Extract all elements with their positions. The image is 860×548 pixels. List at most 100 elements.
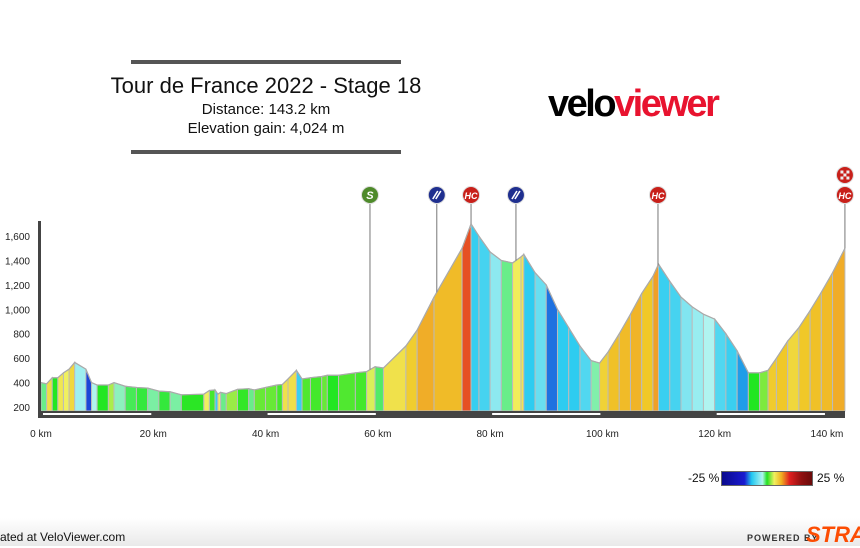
x-tick-label: 0 km	[30, 429, 52, 440]
profile-segment	[96, 384, 109, 412]
profile-segment	[489, 250, 502, 412]
profile-segment	[113, 381, 126, 412]
distance-scale-segment	[43, 413, 152, 415]
profile-segment	[568, 325, 581, 412]
y-axis	[38, 221, 41, 418]
profile-segment	[470, 222, 480, 412]
profile-segment	[736, 350, 749, 412]
y-tick-label: 1,000	[5, 305, 30, 316]
marker-label: HC	[651, 191, 664, 201]
distance-bar	[38, 411, 845, 418]
legend-min-label: -25 %	[688, 471, 720, 485]
checker-square	[846, 170, 850, 174]
profile-segment	[68, 361, 76, 412]
generated-at-link[interactable]: ated at VeloViewer.com	[0, 530, 126, 544]
profile-segment	[354, 371, 368, 412]
profile-segment	[405, 328, 418, 412]
profile-segment	[248, 388, 255, 412]
distance-scale-segment	[716, 413, 825, 415]
checker-square	[840, 170, 844, 174]
feed-zone-icon	[427, 186, 446, 204]
profile-segment	[40, 381, 48, 412]
x-tick-label: 60 km	[364, 429, 391, 440]
marker-label: S	[366, 190, 374, 202]
profile-segment	[338, 372, 356, 412]
legend-max-label: 25 %	[817, 471, 845, 485]
hc-climb-icon	[462, 186, 481, 204]
profile-segment	[301, 377, 311, 412]
distance-scale-segment	[267, 413, 376, 415]
profile-segment	[523, 252, 536, 412]
profile-segment	[124, 385, 137, 412]
y-tick-label: 200	[13, 403, 30, 414]
elevation-gain-text: Elevation gain: 4,024 m	[187, 120, 345, 137]
page-title: Tour de France 2022 - Stage 18	[110, 73, 422, 98]
profile-segment	[51, 377, 59, 412]
checker-square	[840, 176, 844, 180]
profile-segment	[641, 274, 654, 412]
profile-segment	[236, 388, 250, 412]
profile-segment	[767, 356, 777, 412]
profile-segment	[652, 263, 660, 412]
distance-scale-segment	[492, 413, 601, 415]
profile-segment	[287, 369, 297, 412]
profile-segment	[590, 359, 601, 412]
profile-segment	[57, 371, 64, 412]
profile-segment	[74, 361, 87, 412]
profile-segment	[107, 381, 115, 412]
y-tick-label: 1,200	[5, 281, 30, 292]
distance-text: Distance: 143.2 km	[201, 101, 331, 118]
profile-segment	[747, 372, 761, 412]
profile-segment	[759, 369, 769, 412]
profile-segment	[366, 365, 376, 412]
title-rule-top	[131, 60, 401, 64]
profile-segment	[220, 391, 227, 412]
profile-segment	[809, 290, 822, 412]
profile-segment	[658, 262, 671, 412]
x-tick-label: 140 km	[811, 429, 844, 440]
strava-logo: STRAVA	[806, 522, 860, 547]
profile-segment	[618, 312, 631, 412]
profile-segment	[309, 375, 323, 412]
profile-segment	[208, 389, 216, 412]
x-tick-label: 100 km	[586, 429, 619, 440]
fork-knife-glyph	[432, 190, 442, 200]
profile-segment	[478, 234, 491, 412]
profile-segment	[702, 313, 716, 412]
title-rule-bottom	[131, 150, 401, 154]
gradient-color-scale	[721, 471, 813, 486]
x-tick-label: 40 km	[252, 429, 279, 440]
profile-segment	[545, 284, 558, 412]
profile-segment	[714, 317, 727, 412]
feed-zone-icon	[506, 186, 525, 204]
profile-segment	[180, 393, 205, 412]
hc-climb-icon	[648, 186, 667, 204]
profile-segment	[691, 305, 704, 412]
profile-segment	[820, 270, 834, 412]
footer	[0, 518, 860, 546]
profile-segment	[461, 223, 472, 412]
x-tick-label: 120 km	[698, 429, 731, 440]
y-tick-label: 800	[13, 330, 30, 341]
profile-segment	[500, 259, 514, 412]
profile-segment	[91, 381, 98, 412]
profile-segment	[158, 390, 171, 412]
profile-segment	[62, 368, 70, 412]
powered-by-text: POWERED BY	[747, 533, 819, 543]
veloviewer-logo: veloviewer	[548, 83, 720, 125]
y-tick-label: 1,600	[5, 232, 30, 243]
profile-segment	[669, 279, 682, 412]
profile-segment	[326, 374, 340, 412]
profile-segment	[607, 331, 620, 412]
profile-segment	[147, 387, 160, 412]
marker-label: HC	[838, 191, 851, 201]
fork-knife-glyph	[511, 190, 521, 200]
profile-segment	[775, 339, 789, 412]
profile-segment	[534, 271, 547, 412]
checker-square	[843, 173, 847, 177]
profile-outline	[40, 222, 846, 396]
profile-segment	[321, 374, 328, 412]
profile-segment	[832, 248, 846, 412]
elevation-profile-chart: 200 400 600 800 1,000 1,200 1,400 1,600 0 km 20 k…	[5, 166, 854, 440]
profile-segment	[382, 344, 407, 412]
